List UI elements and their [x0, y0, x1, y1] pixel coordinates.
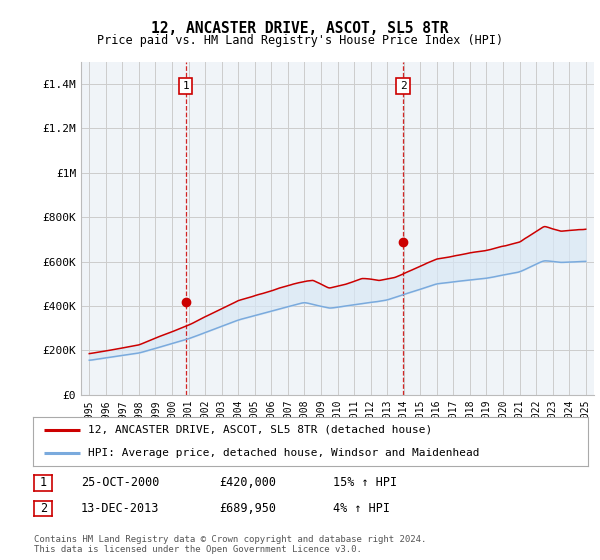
Text: 13-DEC-2013: 13-DEC-2013 [81, 502, 160, 515]
Text: 1: 1 [40, 476, 47, 489]
Text: £689,950: £689,950 [219, 502, 276, 515]
Text: £420,000: £420,000 [219, 476, 276, 489]
Text: Contains HM Land Registry data © Crown copyright and database right 2024.: Contains HM Land Registry data © Crown c… [34, 535, 427, 544]
Text: HPI: Average price, detached house, Windsor and Maidenhead: HPI: Average price, detached house, Wind… [89, 447, 480, 458]
Text: 4% ↑ HPI: 4% ↑ HPI [333, 502, 390, 515]
Text: 2: 2 [40, 502, 47, 515]
Text: 15% ↑ HPI: 15% ↑ HPI [333, 476, 397, 489]
Text: 25-OCT-2000: 25-OCT-2000 [81, 476, 160, 489]
Text: This data is licensed under the Open Government Licence v3.0.: This data is licensed under the Open Gov… [34, 545, 362, 554]
Text: 2: 2 [400, 81, 406, 91]
Text: Price paid vs. HM Land Registry's House Price Index (HPI): Price paid vs. HM Land Registry's House … [97, 34, 503, 46]
Text: 12, ANCASTER DRIVE, ASCOT, SL5 8TR: 12, ANCASTER DRIVE, ASCOT, SL5 8TR [151, 21, 449, 36]
Text: 12, ANCASTER DRIVE, ASCOT, SL5 8TR (detached house): 12, ANCASTER DRIVE, ASCOT, SL5 8TR (deta… [89, 425, 433, 435]
Text: 1: 1 [182, 81, 189, 91]
